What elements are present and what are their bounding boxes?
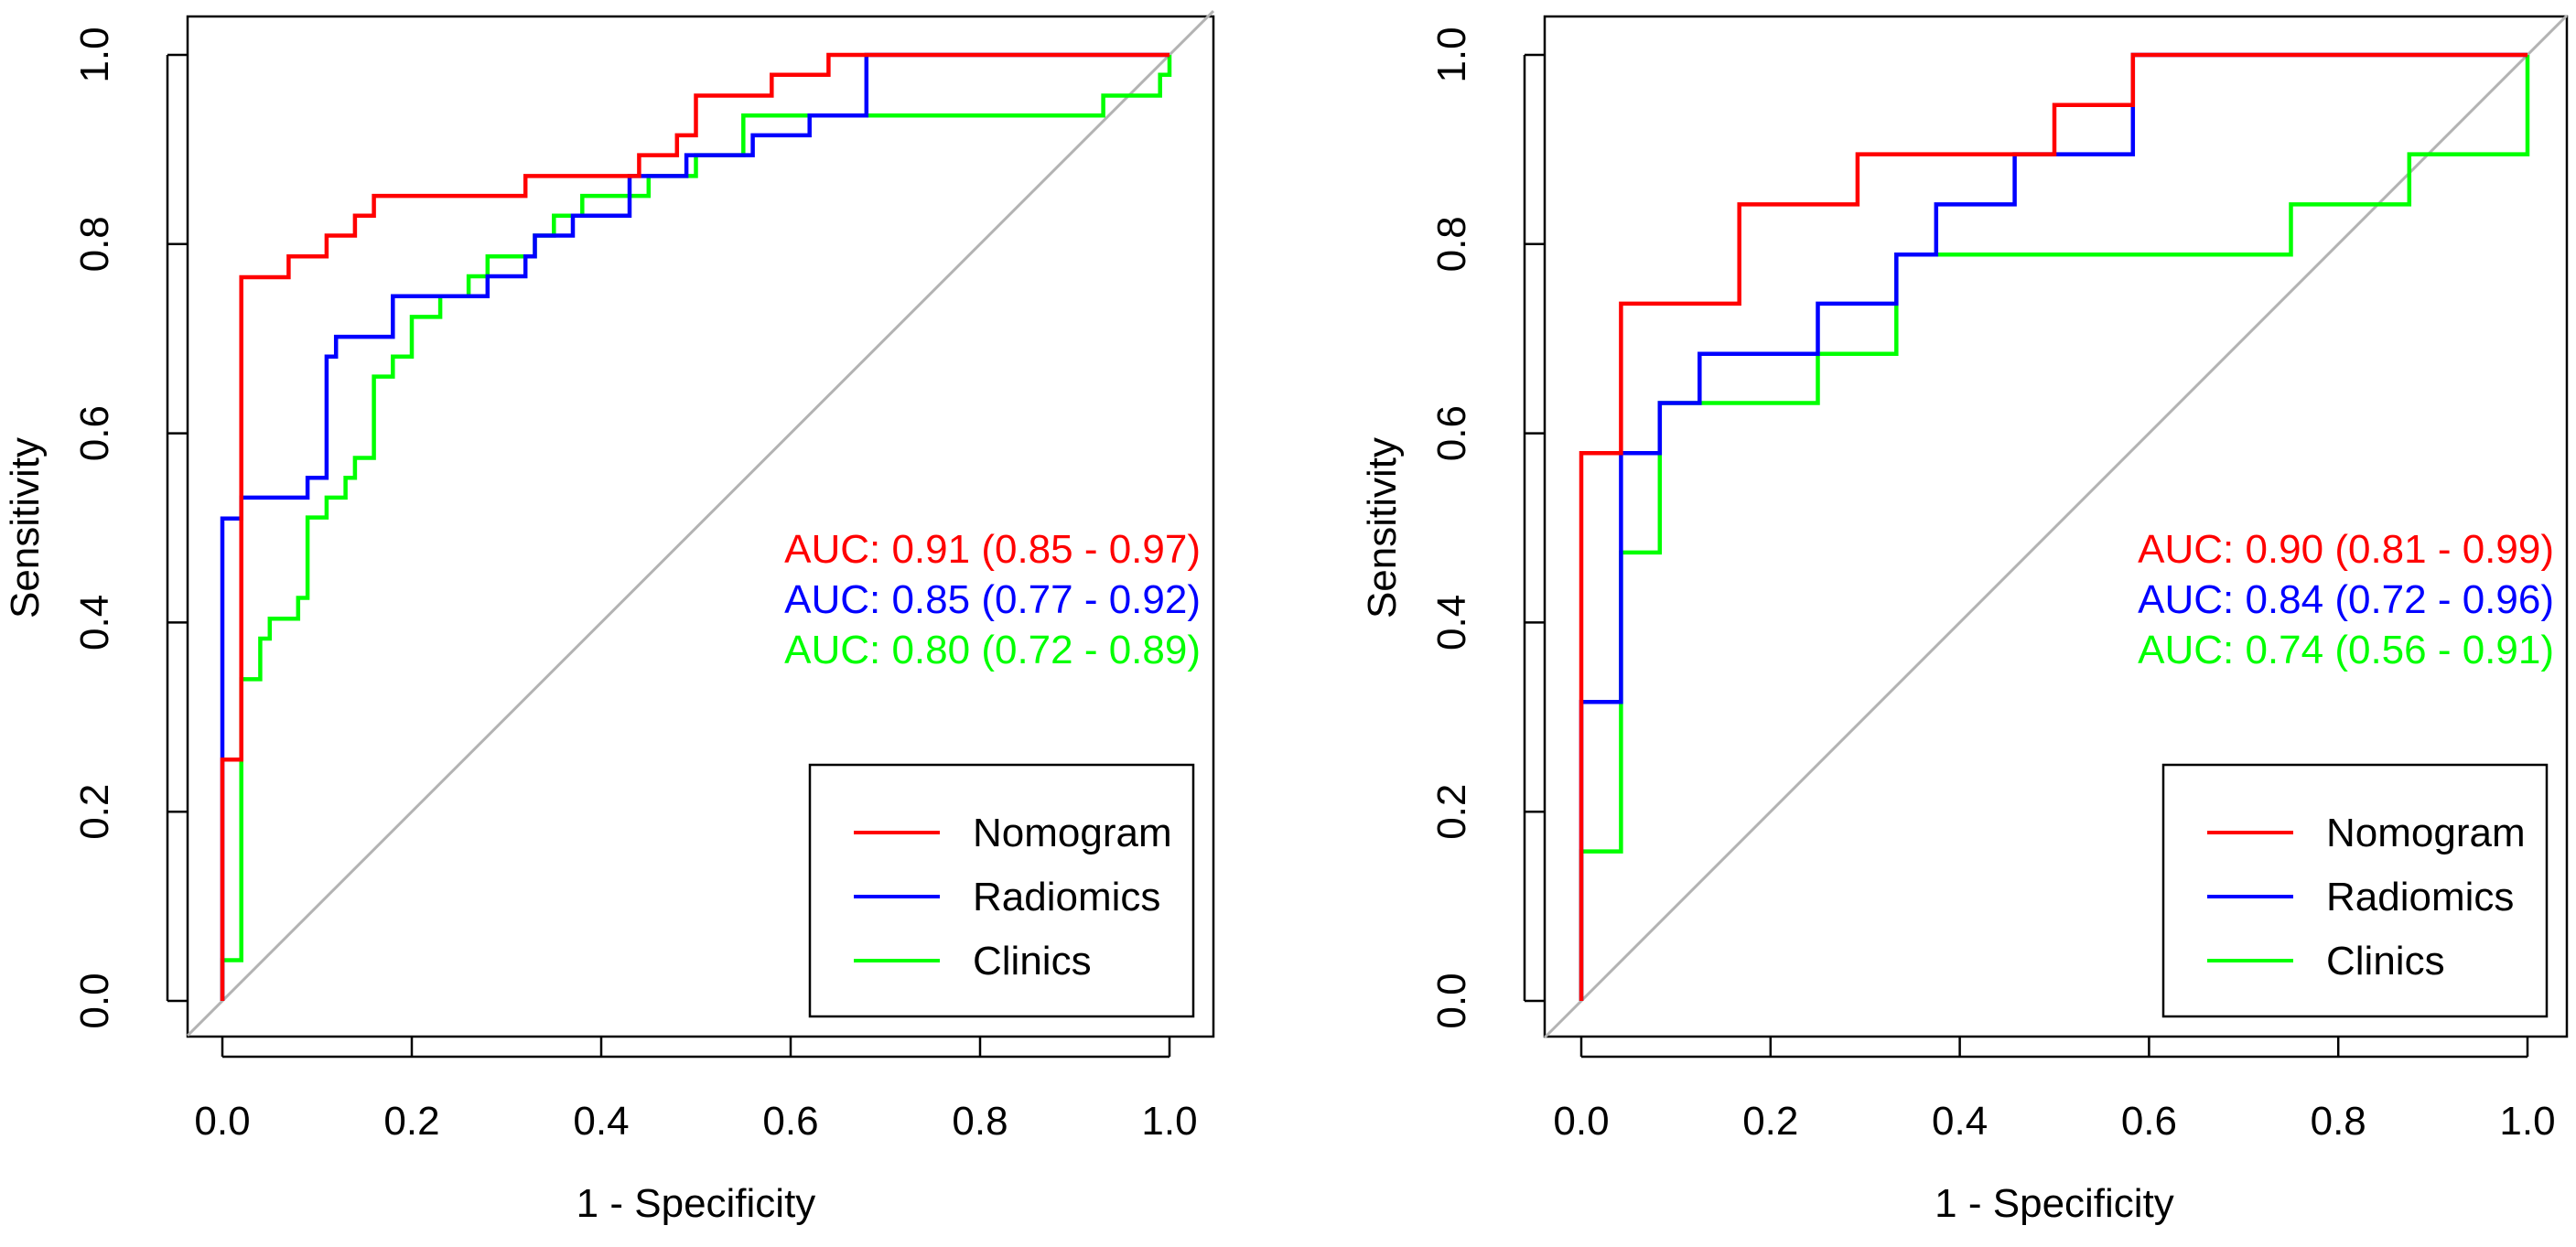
y-tick-label: 0.8 bbox=[72, 216, 117, 272]
roc-curve-radiomics bbox=[220, 52, 1169, 1001]
auc-label-clinics: AUC: 0.80 (0.72 - 0.89) bbox=[784, 628, 1201, 672]
legend-label-nomogram: Nomogram bbox=[973, 811, 1172, 855]
y-tick-label: 0.8 bbox=[1429, 216, 1474, 272]
x-tick-label: 0.4 bbox=[573, 1099, 629, 1144]
legend-label-radiomics: Radiomics bbox=[973, 875, 1160, 919]
diagonal-reference-line bbox=[186, 9, 1215, 1037]
x-tick-label: 0.8 bbox=[2311, 1099, 2366, 1144]
x-tick-label: 0.8 bbox=[952, 1099, 1008, 1144]
auc-label-nomogram: AUC: 0.90 (0.81 - 0.99) bbox=[2138, 527, 2554, 572]
x-tick-label: 1.0 bbox=[1141, 1099, 1197, 1144]
y-tick-label: 0.6 bbox=[72, 405, 117, 461]
roc-curve-nomogram bbox=[1579, 52, 2527, 1001]
x-tick-label: 0.2 bbox=[1742, 1099, 1798, 1144]
legend-label-clinics: Clinics bbox=[2326, 939, 2445, 984]
y-axis-title: Sensitivity bbox=[3, 437, 48, 618]
plot-frame bbox=[1543, 15, 2569, 1038]
legend-box bbox=[808, 763, 1195, 1018]
x-tick-label: 0.6 bbox=[2121, 1099, 2177, 1144]
legend-label-nomogram: Nomogram bbox=[2326, 811, 2526, 855]
x-tick-label: 1.0 bbox=[2499, 1099, 2555, 1144]
x-axis-title: 1 - Specificity bbox=[1935, 1181, 2174, 1226]
y-tick-label: 0.2 bbox=[1429, 784, 1474, 840]
auc-label-clinics: AUC: 0.74 (0.56 - 0.91) bbox=[2138, 628, 2554, 672]
legend-label-radiomics: Radiomics bbox=[2326, 875, 2514, 919]
y-tick-label: 0.4 bbox=[72, 595, 117, 650]
x-tick-label: 0.0 bbox=[194, 1099, 250, 1144]
x-tick-label: 0.6 bbox=[762, 1099, 818, 1144]
y-tick-label: 0.0 bbox=[1429, 973, 1474, 1028]
legend-box bbox=[2161, 763, 2549, 1018]
legend-label-clinics: Clinics bbox=[973, 939, 1092, 984]
x-tick-label: 0.4 bbox=[1932, 1099, 1988, 1144]
x-tick-label: 0.0 bbox=[1553, 1099, 1609, 1144]
y-axis-title: Sensitivity bbox=[1360, 437, 1405, 618]
auc-label-radiomics: AUC: 0.85 (0.77 - 0.92) bbox=[784, 577, 1201, 622]
auc-label-nomogram: AUC: 0.91 (0.85 - 0.97) bbox=[784, 527, 1201, 572]
y-tick-label: 0.6 bbox=[1429, 405, 1474, 461]
y-tick-label: 1.0 bbox=[72, 27, 117, 82]
y-tick-label: 0.2 bbox=[72, 784, 117, 840]
roc-curve-radiomics bbox=[1579, 52, 2527, 1001]
roc-chart-right: 0.0 0.2 0.4 0.6 0.8 1.0 0.0 0.2 0.4 0.6 0.8 1.0 1 - … bbox=[1360, 14, 2569, 1226]
roc-curve-nomogram bbox=[220, 52, 1169, 1001]
y-tick-label: 0.4 bbox=[1429, 595, 1474, 650]
plot-frame bbox=[186, 15, 1215, 1038]
y-tick-label: 0.0 bbox=[72, 973, 117, 1028]
x-tick-label: 0.2 bbox=[383, 1099, 439, 1144]
auc-label-radiomics: AUC: 0.84 (0.72 - 0.96) bbox=[2138, 577, 2554, 622]
diagonal-reference-line bbox=[1543, 14, 2569, 1039]
y-tick-label: 1.0 bbox=[1429, 27, 1474, 82]
x-axis-title: 1 - Specificity bbox=[577, 1181, 816, 1226]
roc-chart-left: 0.0 0.2 0.4 0.6 0.8 1.0 0.0 0.2 0.4 0.6 0.8 1.0 1 - … bbox=[3, 9, 1215, 1226]
